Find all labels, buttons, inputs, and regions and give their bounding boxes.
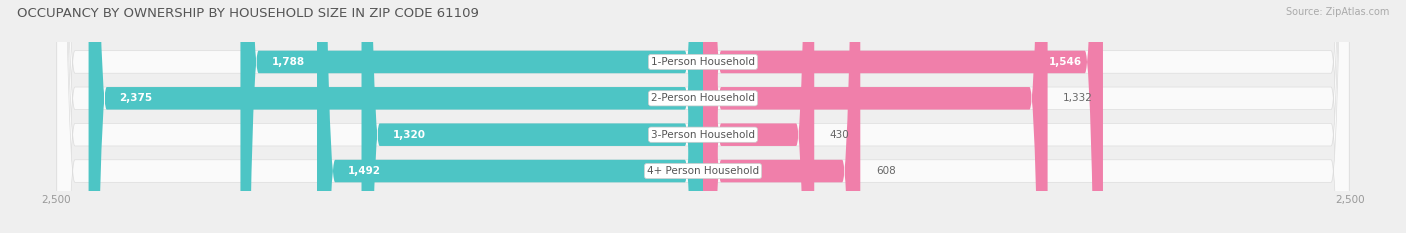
Text: 1,320: 1,320	[392, 130, 426, 140]
FancyBboxPatch shape	[703, 0, 860, 233]
Text: Source: ZipAtlas.com: Source: ZipAtlas.com	[1285, 7, 1389, 17]
Text: 1-Person Household: 1-Person Household	[651, 57, 755, 67]
Text: 1,332: 1,332	[1063, 93, 1092, 103]
FancyBboxPatch shape	[56, 0, 1350, 233]
Text: 430: 430	[830, 130, 849, 140]
FancyBboxPatch shape	[703, 0, 814, 233]
Text: 4+ Person Household: 4+ Person Household	[647, 166, 759, 176]
FancyBboxPatch shape	[89, 0, 703, 233]
FancyBboxPatch shape	[361, 0, 703, 233]
Text: 1,788: 1,788	[271, 57, 305, 67]
FancyBboxPatch shape	[56, 0, 1350, 233]
FancyBboxPatch shape	[316, 0, 703, 233]
Text: 1,546: 1,546	[1049, 57, 1083, 67]
Text: OCCUPANCY BY OWNERSHIP BY HOUSEHOLD SIZE IN ZIP CODE 61109: OCCUPANCY BY OWNERSHIP BY HOUSEHOLD SIZE…	[17, 7, 479, 20]
FancyBboxPatch shape	[703, 0, 1047, 233]
Text: 2-Person Household: 2-Person Household	[651, 93, 755, 103]
FancyBboxPatch shape	[703, 0, 1102, 233]
FancyBboxPatch shape	[240, 0, 703, 233]
Text: 1,492: 1,492	[349, 166, 381, 176]
Text: 3-Person Household: 3-Person Household	[651, 130, 755, 140]
Text: 608: 608	[876, 166, 896, 176]
FancyBboxPatch shape	[56, 0, 1350, 233]
Text: 2,375: 2,375	[120, 93, 153, 103]
FancyBboxPatch shape	[56, 0, 1350, 233]
Legend: Owner-occupied, Renter-occupied: Owner-occupied, Renter-occupied	[591, 230, 815, 233]
